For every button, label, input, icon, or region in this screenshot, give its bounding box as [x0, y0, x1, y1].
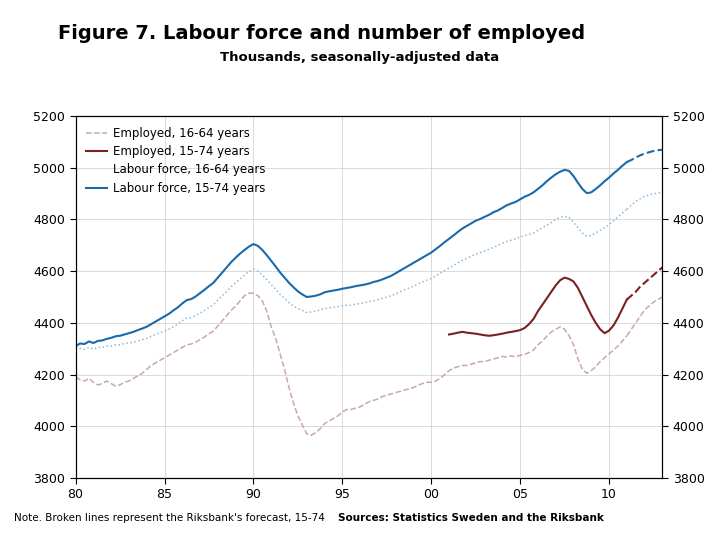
- Text: Figure 7. Labour force and number of employed: Figure 7. Labour force and number of emp…: [58, 24, 585, 43]
- Text: Sources: Statistics Sweden and the Riksbank: Sources: Statistics Sweden and the Riksb…: [338, 513, 604, 523]
- Text: Thousands, seasonally-adjusted data: Thousands, seasonally-adjusted data: [220, 51, 500, 64]
- Text: Note. Broken lines represent the Riksbank's forecast, 15-74: Note. Broken lines represent the Riksban…: [14, 513, 325, 523]
- Legend: Employed, 16-64 years, Employed, 15-74 years, Labour force, 16-64 years, Labour : Employed, 16-64 years, Employed, 15-74 y…: [81, 122, 271, 199]
